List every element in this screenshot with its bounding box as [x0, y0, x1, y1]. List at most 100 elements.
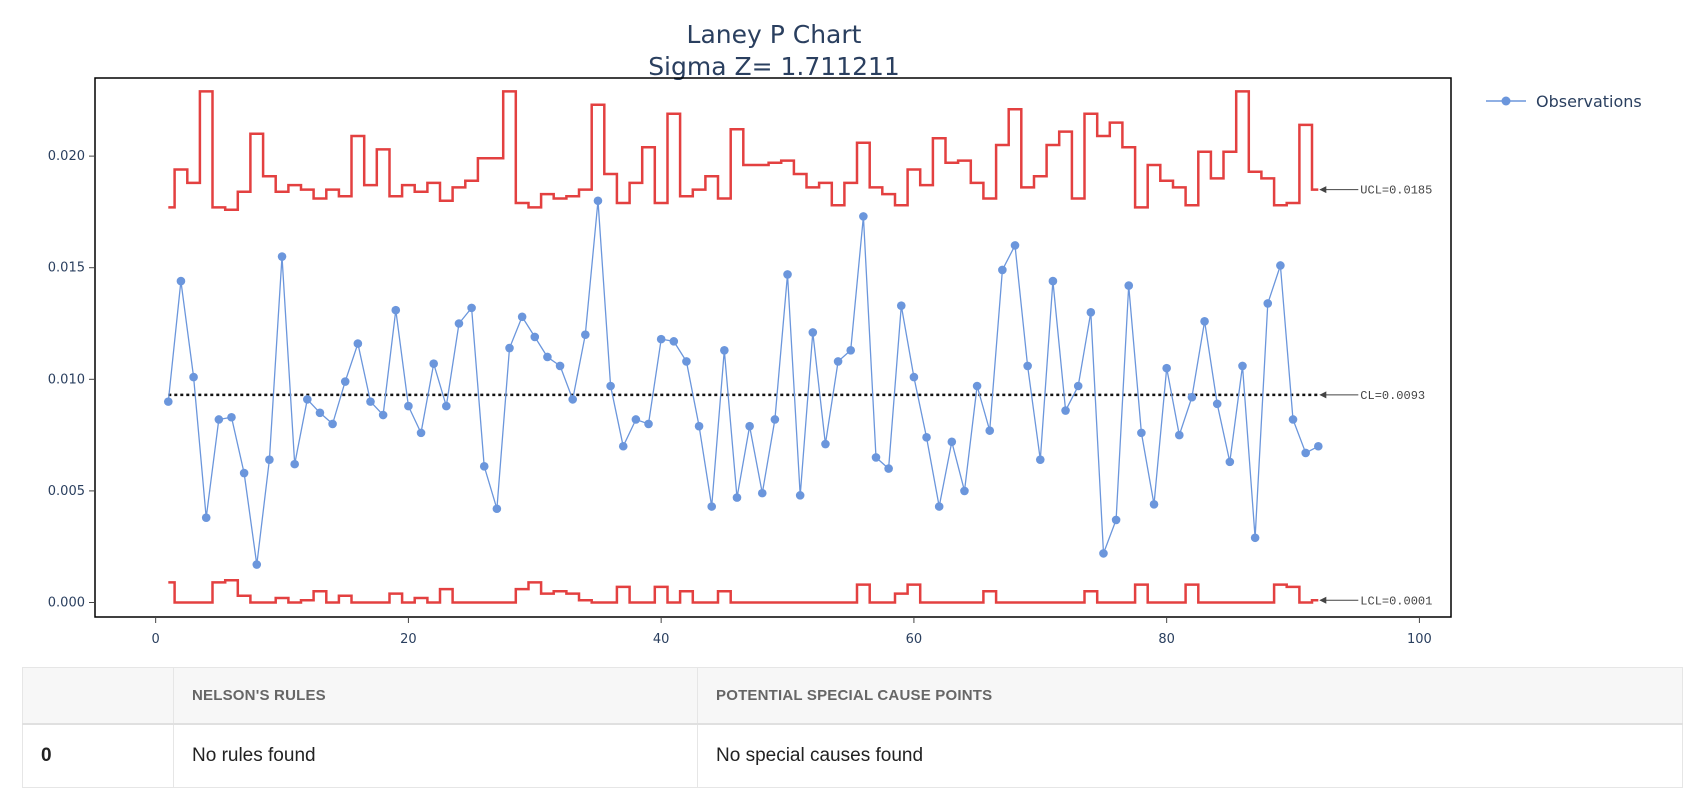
- observation-point[interactable]: [227, 412, 236, 422]
- observation-point[interactable]: [1288, 415, 1298, 424]
- observation-point[interactable]: [303, 395, 312, 404]
- observation-point[interactable]: [1048, 276, 1058, 286]
- observation-point[interactable]: [479, 462, 489, 471]
- observation-point[interactable]: [239, 468, 249, 478]
- observation-point[interactable]: [732, 493, 742, 502]
- observation-point[interactable]: [821, 439, 830, 449]
- observation-point[interactable]: [1263, 299, 1273, 308]
- observation-point[interactable]: [1086, 308, 1096, 317]
- x-tick-label: 80: [1158, 632, 1175, 647]
- observation-point[interactable]: [1124, 281, 1134, 290]
- observation-point[interactable]: [1149, 499, 1159, 509]
- observation-point[interactable]: [669, 337, 679, 346]
- observation-point[interactable]: [1250, 533, 1260, 543]
- observation-point[interactable]: [1314, 441, 1323, 451]
- observation-point[interactable]: [947, 437, 957, 447]
- observation-point[interactable]: [555, 361, 565, 371]
- observation-point[interactable]: [214, 415, 224, 424]
- observation-point[interactable]: [1111, 515, 1121, 525]
- observation-point[interactable]: [1301, 448, 1310, 458]
- observation-point[interactable]: [808, 328, 818, 337]
- observation-point[interactable]: [960, 486, 969, 496]
- observation-point[interactable]: [1137, 428, 1146, 438]
- observation-point[interactable]: [404, 401, 413, 411]
- observation-point[interactable]: [265, 455, 274, 464]
- observation-point[interactable]: [833, 357, 843, 366]
- observation-point[interactable]: [922, 433, 931, 442]
- observation-point[interactable]: [277, 252, 287, 261]
- observation-point[interactable]: [707, 502, 717, 511]
- observation-point[interactable]: [1174, 430, 1184, 440]
- observation-point[interactable]: [909, 372, 919, 382]
- observation-point[interactable]: [846, 345, 856, 355]
- observation-point[interactable]: [694, 421, 704, 431]
- observation-point[interactable]: [315, 408, 325, 418]
- observation-point[interactable]: [378, 410, 388, 420]
- legend[interactable]: Observations: [1486, 92, 1642, 111]
- observation-point[interactable]: [1010, 241, 1020, 250]
- observation-point[interactable]: [176, 276, 186, 286]
- observation-point[interactable]: [720, 345, 729, 355]
- y-tick-label: 0.010: [48, 372, 85, 387]
- observation-point[interactable]: [1162, 363, 1171, 373]
- ucl-annotation-arrowhead: [1319, 186, 1327, 194]
- observation-point[interactable]: [366, 397, 375, 406]
- observation-point[interactable]: [467, 303, 476, 313]
- observation-point[interactable]: [606, 381, 615, 391]
- observation-point[interactable]: [757, 488, 767, 498]
- observation-point[interactable]: [1187, 392, 1197, 402]
- observation-point[interactable]: [934, 502, 944, 511]
- observation-point[interactable]: [454, 319, 464, 328]
- observation-point[interactable]: [656, 334, 666, 344]
- chart-subtitle: Sigma Z= 1.711211: [648, 52, 900, 81]
- observation-point[interactable]: [745, 421, 754, 431]
- observation-point[interactable]: [1023, 361, 1032, 371]
- observation-point[interactable]: [429, 359, 438, 368]
- observation-point[interactable]: [416, 428, 426, 438]
- observation-point[interactable]: [163, 397, 173, 406]
- observation-point[interactable]: [795, 491, 805, 500]
- observation-point[interactable]: [1238, 361, 1247, 371]
- observation-point[interactable]: [1225, 457, 1235, 467]
- observation-point[interactable]: [972, 381, 982, 391]
- observation-point[interactable]: [783, 270, 792, 279]
- observation-point[interactable]: [328, 419, 337, 429]
- observation-point[interactable]: [189, 372, 198, 382]
- observation-point[interactable]: [581, 330, 590, 339]
- observation-point[interactable]: [1073, 381, 1083, 391]
- observation-point[interactable]: [896, 301, 906, 310]
- observation-point[interactable]: [543, 352, 552, 362]
- observation-point[interactable]: [391, 305, 401, 315]
- observation-point[interactable]: [442, 401, 451, 411]
- observation-point[interactable]: [985, 426, 995, 435]
- observation-point[interactable]: [644, 419, 653, 429]
- observation-point[interactable]: [618, 441, 628, 451]
- x-tick-label: 0: [152, 632, 160, 647]
- observation-point[interactable]: [568, 395, 577, 404]
- observation-point[interactable]: [505, 343, 514, 353]
- observation-point[interactable]: [530, 332, 540, 342]
- observation-point[interactable]: [1061, 406, 1070, 415]
- observation-point[interactable]: [770, 415, 780, 424]
- observation-point[interactable]: [1099, 549, 1108, 558]
- observation-point[interactable]: [682, 357, 691, 366]
- observation-point[interactable]: [1276, 261, 1285, 270]
- observation-point[interactable]: [593, 196, 603, 206]
- observation-point[interactable]: [1212, 399, 1222, 409]
- observation-point[interactable]: [290, 459, 299, 469]
- observation-point[interactable]: [353, 339, 363, 348]
- observation-point[interactable]: [631, 415, 641, 424]
- observation-point[interactable]: [201, 513, 211, 522]
- nelson-rules-table: NELSON'S RULES POTENTIAL SPECIAL CAUSE P…: [22, 667, 1683, 788]
- observation-point[interactable]: [252, 560, 262, 569]
- observation-point[interactable]: [998, 265, 1007, 275]
- observation-point[interactable]: [871, 453, 881, 462]
- observation-point[interactable]: [492, 504, 502, 514]
- observation-point[interactable]: [340, 377, 350, 386]
- observation-point[interactable]: [859, 212, 868, 221]
- observation-point[interactable]: [517, 312, 527, 322]
- observation-point[interactable]: [1035, 455, 1045, 464]
- observation-point[interactable]: [1200, 316, 1209, 326]
- observation-point[interactable]: [884, 464, 893, 473]
- y-tick-label: 0.020: [48, 149, 85, 164]
